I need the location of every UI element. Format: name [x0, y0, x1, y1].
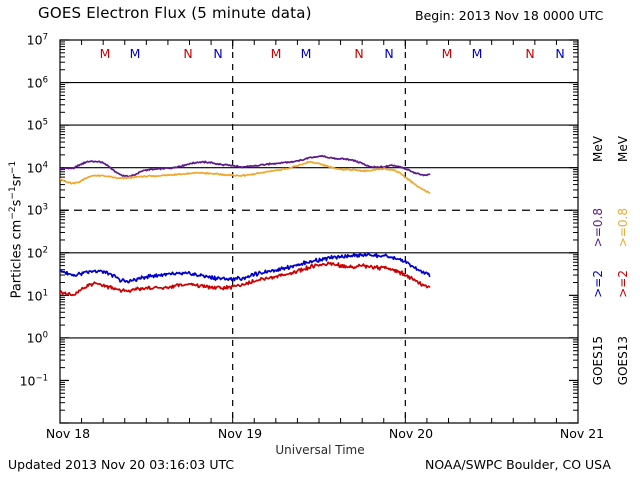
event-marker-m-0: M	[99, 46, 111, 61]
event-marker-m-5: M	[300, 46, 312, 61]
y-tick-label: 106	[26, 75, 48, 91]
x-tick-label: Nov 18	[45, 426, 91, 441]
begin-timestamp: Begin: 2013 Nov 18 0000 UTC	[415, 8, 604, 23]
event-marker-m-4: M	[270, 46, 282, 61]
event-marker-n-3: N	[213, 46, 223, 61]
event-marker-n-11: N	[555, 46, 565, 61]
y-tick-label: 102	[26, 245, 48, 261]
series-line-goes15-0-8-mev	[60, 154, 431, 178]
y-tick-label: 104	[26, 160, 48, 176]
page-title: GOES Electron Flux (5 minute data)	[38, 4, 312, 22]
series-line-goes13-2-mev	[60, 261, 431, 297]
y-tick-label: 103	[26, 202, 48, 218]
x-axis-label: Universal Time	[275, 443, 365, 457]
updated-timestamp: Updated 2013 Nov 20 03:16:03 UTC	[8, 457, 235, 472]
y-tick-label: 100	[26, 330, 48, 346]
y-tick-label: 101	[26, 288, 48, 304]
plot-frame	[59, 39, 579, 424]
event-marker-n-2: N	[183, 46, 193, 61]
event-marker-n-7: N	[384, 46, 394, 61]
event-marker-n-6: N	[354, 46, 364, 61]
y-tick-label: 10−1	[19, 373, 48, 389]
x-tick-label: Nov 20	[388, 426, 434, 441]
credit-text: NOAA/SWPC Boulder, CO USA	[425, 457, 611, 472]
event-marker-m-9: M	[471, 46, 483, 61]
event-marker-m-1: M	[129, 46, 141, 61]
y-tick-label-group: 107 106 105 104 103 102 101 100 10−1	[0, 0, 48, 480]
event-marker-m-8: M	[441, 46, 453, 61]
x-tick-label: Nov 19	[217, 426, 263, 441]
x-tick-label: Nov 21	[559, 426, 605, 441]
y-tick-label: 107	[26, 32, 48, 48]
series-line-goes15-2-mev	[60, 252, 431, 284]
event-marker-n-10: N	[525, 46, 535, 61]
y-tick-label: 105	[26, 117, 48, 133]
series-line-goes13-0-8-mev	[60, 160, 431, 194]
